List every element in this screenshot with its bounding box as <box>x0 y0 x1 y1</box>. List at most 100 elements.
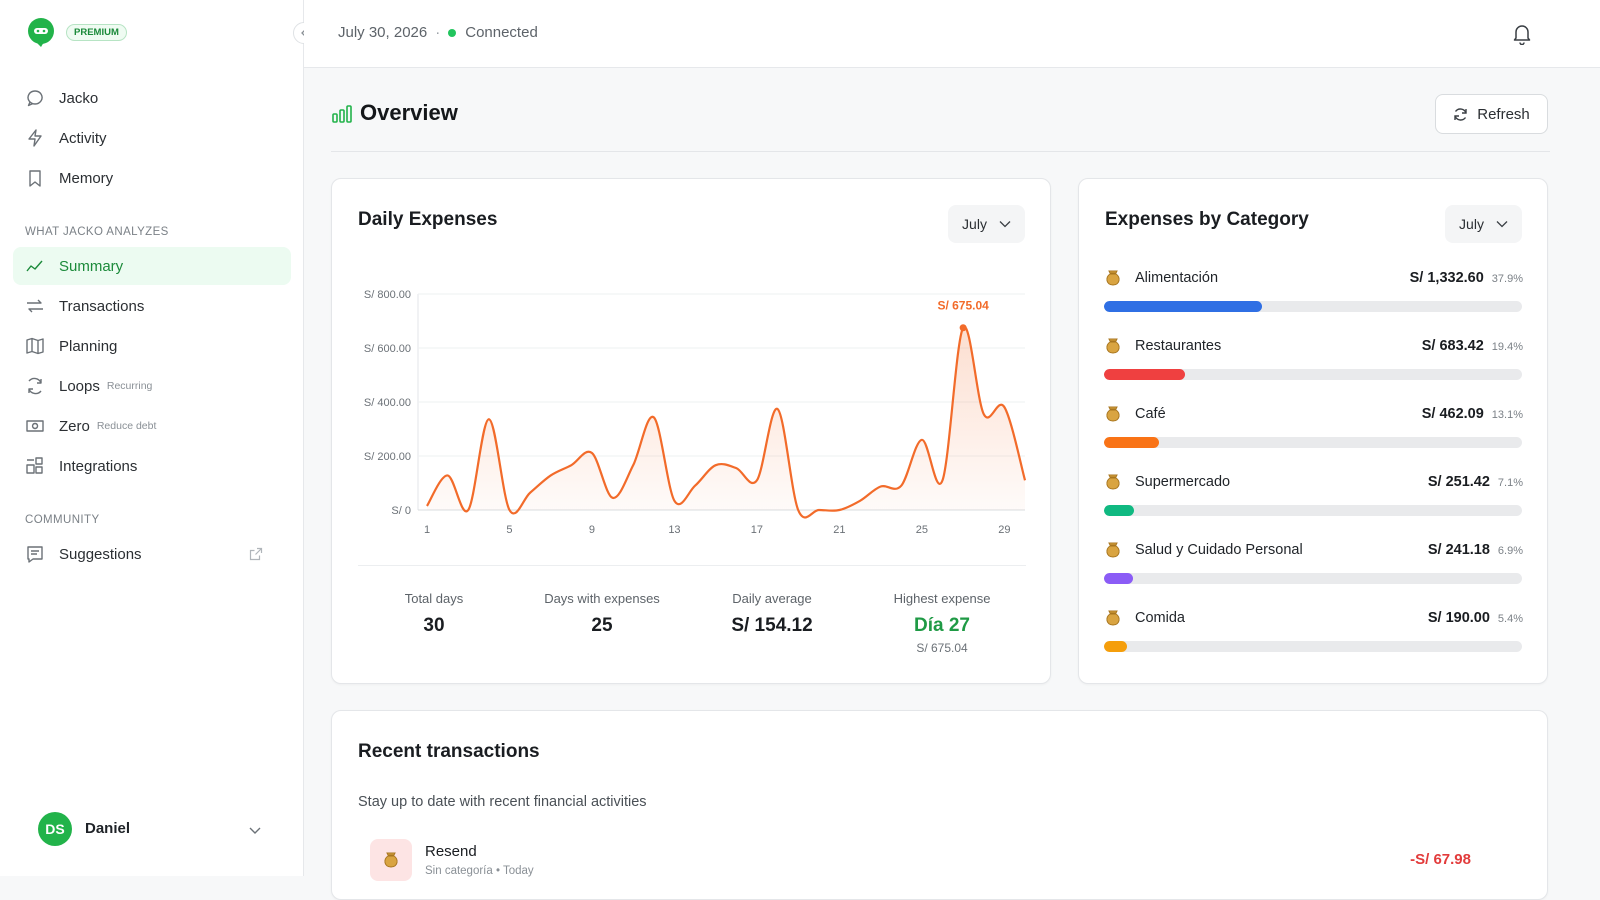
category-name: Café <box>1135 406 1166 422</box>
bar-track <box>1104 301 1522 312</box>
icon-path <box>26 420 44 432</box>
y-tick-label: S/ 600.00 <box>364 343 411 355</box>
header-status: July 30, 2026 · Connected <box>338 24 538 41</box>
icon-path <box>26 337 44 355</box>
category-icon <box>1106 270 1120 286</box>
overview-icon <box>332 105 352 123</box>
nav-item[interactable]: Integrations <box>13 447 291 485</box>
amount: S/ 462.09 <box>1421 406 1484 422</box>
category-name: Alimentación <box>1135 270 1219 286</box>
icon-path <box>1106 542 1120 558</box>
daily-expenses-card: Daily Expenses July S/ 0 S/ 200.00 S/ 400.… <box>331 178 1051 684</box>
category-value: S/ 241.18 6.9% <box>1428 542 1523 558</box>
category-icon <box>1106 474 1120 490</box>
nav-item[interactable]: Planning <box>13 327 291 365</box>
sidebar: PREMIUM Jacko Activity Memory WHAT JACKO AN… <box>0 0 315 876</box>
category-name: Comida <box>1135 610 1185 626</box>
category-value: S/ 1,332.60 37.9% <box>1410 270 1523 286</box>
nav-icon <box>26 457 43 474</box>
user-menu[interactable] <box>248 823 262 837</box>
card-title: Recent transactions <box>358 741 540 762</box>
avatar: DS <box>38 812 72 846</box>
icon-path <box>27 299 43 313</box>
premium-badge: PREMIUM <box>66 24 127 41</box>
share: 37.9% <box>1491 273 1523 285</box>
bar-track <box>1104 437 1522 448</box>
amount: S/ 683.42 <box>1421 338 1484 354</box>
nav-icon <box>28 377 42 395</box>
bar-track <box>1104 505 1522 516</box>
bell-icon[interactable] <box>1512 23 1532 45</box>
category-name: Restaurantes <box>1135 338 1222 354</box>
category-icon <box>1106 610 1120 626</box>
nav-item[interactable]: Loops Recurring <box>13 367 291 405</box>
nav-label: Summary <box>59 257 124 275</box>
category-icon <box>1106 542 1120 558</box>
stat-label: Total days <box>404 591 464 606</box>
period-select[interactable]: July <box>1445 205 1522 243</box>
icon-path <box>26 260 43 272</box>
nav-label: Jacko <box>59 89 99 107</box>
category-value: S/ 683.42 19.4% <box>1422 338 1523 354</box>
bar-track <box>1104 573 1522 584</box>
nav-icon <box>26 260 43 272</box>
nav-icon <box>27 90 43 107</box>
nav-item[interactable]: Summary <box>13 247 291 285</box>
bar <box>1104 369 1186 380</box>
stat-value: Día 27 <box>914 615 970 636</box>
nav-item[interactable]: Memory <box>13 159 291 197</box>
nav-label: Transactions <box>59 297 145 315</box>
stat: Highest expense Día 27 S/ 675.04 <box>852 591 1032 655</box>
bar <box>1104 301 1263 312</box>
share: 5.4% <box>1497 613 1523 625</box>
nav-item[interactable]: Jacko <box>13 79 291 117</box>
logo <box>28 18 54 47</box>
nav-item[interactable]: Activity <box>13 119 291 157</box>
stat-label: Highest expense <box>893 591 991 606</box>
transaction-meta: Sin categoría • Today <box>425 865 534 877</box>
user-name: Daniel <box>85 820 131 837</box>
share: 19.4% <box>1491 341 1523 353</box>
period-select[interactable]: July <box>948 205 1025 243</box>
y-tick-label: S/ 400.00 <box>364 397 411 409</box>
transaction-amount: -S/ 67.98 <box>1410 851 1471 868</box>
nav-icon <box>27 546 43 563</box>
nav-item[interactable]: Zero Reduce debt <box>13 407 291 445</box>
separator: · <box>435 24 441 41</box>
icon-path <box>1106 270 1120 286</box>
card-title: Daily Expenses <box>358 209 498 230</box>
stat: Days with expenses 25 <box>512 591 692 637</box>
share: 6.9% <box>1497 545 1523 557</box>
bar-track <box>1104 641 1522 652</box>
status-dot <box>448 28 457 37</box>
nav-item[interactable]: Suggestions <box>13 535 291 573</box>
nav-label: Suggestions <box>59 545 142 563</box>
category-value: S/ 251.42 7.1% <box>1428 474 1523 490</box>
header: July 30, 2026 · Connected <box>304 0 1600 68</box>
icon-path <box>27 90 43 107</box>
icon-path <box>28 129 42 147</box>
area <box>427 326 1025 518</box>
x-tick-label: 9 <box>589 524 595 536</box>
refresh-label: Refresh <box>1477 105 1530 123</box>
x-tick-label: 25 <box>916 524 928 536</box>
line-chart: S/ 0 S/ 200.00 S/ 400.00 S/ 600.00 S/ 800.00… <box>364 289 1027 536</box>
nav-label: Zero <box>59 417 90 435</box>
nav-tag: Recurring <box>106 380 153 392</box>
refresh-button[interactable]: Refresh <box>1435 94 1548 134</box>
share: 13.1% <box>1491 409 1523 421</box>
icon-path <box>384 852 398 868</box>
icon-path <box>29 170 41 187</box>
icon-path <box>1106 338 1120 354</box>
status: Connected <box>465 24 538 41</box>
y-tick-label: S/ 800.00 <box>364 289 411 301</box>
nav-label: Planning <box>59 337 118 355</box>
icon-path <box>26 457 43 474</box>
nav-item[interactable]: Transactions <box>13 287 291 325</box>
page-title: Overview <box>360 100 458 125</box>
amount: S/ 190.00 <box>1427 610 1490 626</box>
icon-path <box>1106 406 1120 422</box>
icon-path <box>27 546 43 563</box>
category-value: S/ 190.00 5.4% <box>1428 610 1523 626</box>
